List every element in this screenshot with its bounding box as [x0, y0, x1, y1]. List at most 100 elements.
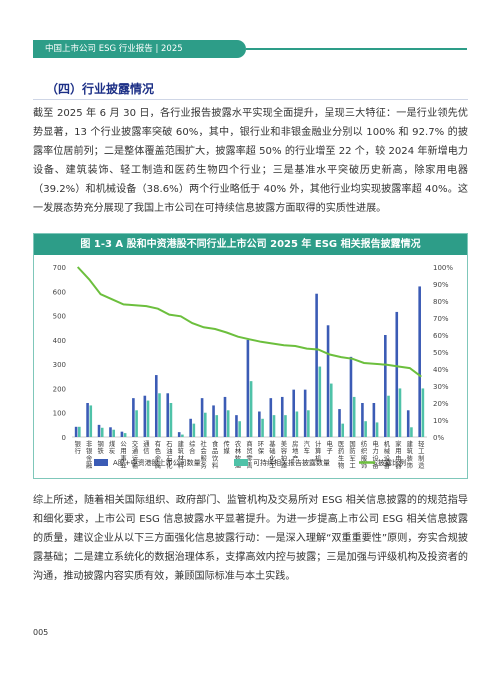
category-label: 子 — [327, 447, 333, 455]
category-label: 商 — [246, 439, 252, 448]
category-label: 设 — [384, 453, 391, 462]
right-axis-tick-label: 90% — [433, 281, 449, 289]
left-axis-tick-label: 200 — [53, 385, 66, 393]
category-label: 础 — [269, 446, 275, 455]
bar-disclosed-count — [169, 403, 173, 437]
chart-svg: 0 100 200 300 400 500 600 700 0% 10% 20% 30% 40% 50% 6… — [53, 264, 454, 470]
category-label: 制 — [418, 453, 424, 462]
bar-listed-count — [109, 427, 112, 437]
bar-disclosed-count — [123, 433, 127, 437]
bar-disclosed-count — [100, 427, 104, 437]
right-axis-tick-label: 30% — [433, 383, 449, 391]
right-axis-tick-label: 80% — [433, 298, 449, 306]
category-label: 备 — [384, 461, 391, 470]
left-axis-tick-label: 300 — [53, 361, 66, 369]
bar-listed-count — [349, 356, 353, 437]
category-label: 筑 — [178, 446, 185, 455]
right-axis-tick-label: 10% — [433, 417, 449, 425]
category-label: 会 — [201, 446, 208, 455]
category-label: 工 — [269, 463, 275, 470]
intro-paragraph: 截至 2025 年 6 月 30 日，各行业报告披露水平实现全面提升，呈现三大特… — [33, 108, 468, 214]
header-rule — [246, 48, 467, 50]
category-label: 通 — [132, 446, 139, 455]
category-label: 工 — [418, 448, 424, 455]
bar-disclosed-count — [192, 423, 196, 437]
bar-listed-count — [269, 398, 273, 437]
category-label: 事 — [120, 453, 127, 462]
category-label: 造 — [418, 461, 425, 470]
bar-disclosed-count — [307, 410, 310, 437]
bar-listed-count — [74, 426, 78, 437]
category-label: 钢 — [97, 440, 103, 448]
right-axis-tick-label: 40% — [433, 366, 449, 374]
category-label: 国 — [349, 440, 355, 448]
bar-disclosed-count — [112, 429, 115, 437]
category-label: 零 — [246, 454, 253, 462]
bar-listed-count — [338, 409, 341, 437]
left-axis-tick-label: 500 — [53, 313, 66, 321]
bar-disclosed-count — [272, 415, 276, 437]
category-label: 电 — [327, 439, 334, 448]
bar-listed-count — [395, 311, 399, 437]
category-label: 贸 — [246, 446, 252, 455]
bar-listed-count — [372, 403, 376, 437]
category-label: 药 — [338, 446, 344, 455]
legend-label: A股+中资港股上市公司数量 — [113, 458, 201, 467]
category-label: 运 — [132, 454, 139, 462]
category-label: 煤 — [109, 439, 116, 448]
category-label: 林 — [235, 446, 242, 455]
bar-listed-count — [361, 403, 364, 437]
category-label: 建 — [407, 439, 414, 448]
bar-listed-count — [406, 410, 410, 437]
category-label: 机 — [384, 439, 391, 448]
bar-listed-count — [154, 375, 158, 437]
bar-disclosed-count — [352, 396, 356, 437]
category-label: 护 — [281, 453, 287, 462]
left-axis-tick-label: 600 — [53, 288, 66, 296]
bar-disclosed-count — [318, 366, 322, 437]
category-label: 家 — [395, 439, 402, 448]
category-label: 金 — [86, 453, 93, 462]
category-label: 交 — [132, 439, 139, 448]
bar-listed-count — [177, 432, 181, 437]
category-label: 用 — [120, 447, 126, 455]
category-label: 铁 — [97, 446, 104, 455]
category-label: 设 — [372, 453, 379, 462]
bar-disclosed-count — [364, 421, 367, 437]
category-label: 食 — [212, 439, 219, 448]
category-label: 建 — [178, 439, 185, 448]
bar-disclosed-count — [226, 410, 230, 437]
bar-disclosed-count — [410, 427, 413, 437]
category-label: 公 — [120, 441, 127, 448]
category-label: 电 — [395, 453, 402, 462]
bar-disclosed-count — [78, 426, 81, 437]
bar-disclosed-count — [295, 411, 299, 437]
bar-disclosed-count — [375, 422, 379, 437]
right-axis-tick-label: 0% — [433, 434, 444, 442]
bar-disclosed-count — [135, 410, 138, 437]
category-label: 金 — [155, 453, 162, 462]
legend-label: 披露比例 — [378, 458, 406, 467]
bar-disclosed-count — [203, 412, 207, 437]
category-label: 汽 — [304, 439, 311, 448]
category-label: 有 — [155, 439, 161, 448]
bar-listed-count — [120, 431, 124, 437]
left-axis-tick-label: 700 — [53, 264, 66, 272]
category-label: 筑 — [407, 446, 414, 455]
category-label: 装 — [407, 453, 414, 462]
category-label: 媒 — [223, 446, 230, 455]
right-axis-tick-label: 60% — [433, 332, 449, 340]
bar-listed-count — [166, 393, 170, 437]
summary-paragraph: 综上所述，随着相关国际组织、政府部门、监管机构及交易所对 ESG 相关信息披露的… — [33, 495, 468, 582]
bar-listed-count — [384, 335, 387, 437]
bar-disclosed-count — [181, 434, 184, 437]
bar-listed-count — [292, 389, 296, 437]
category-label: 纺 — [361, 439, 367, 448]
bar-disclosed-count — [261, 418, 264, 437]
category-label: 力 — [372, 446, 378, 455]
category-label: 地 — [292, 446, 299, 455]
category-label: 务 — [201, 461, 208, 470]
category-label: 机 — [315, 453, 322, 462]
category-label: 石 — [166, 454, 172, 462]
right-axis-tick-label: 20% — [433, 400, 449, 408]
